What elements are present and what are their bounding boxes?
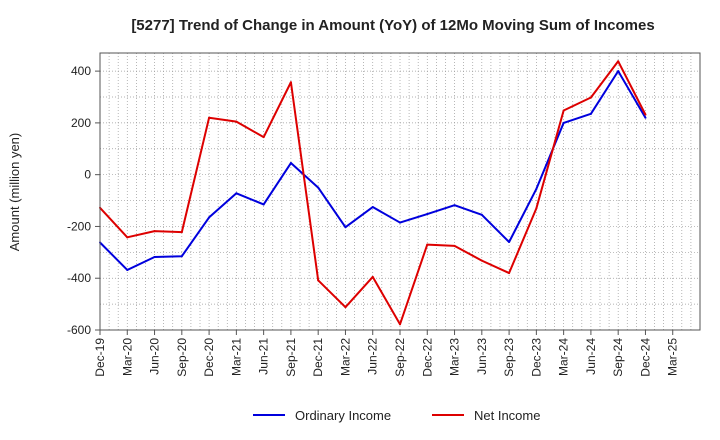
- data-point: [262, 136, 265, 139]
- y-tick-label: 400: [71, 64, 91, 78]
- x-tick-label: Jun-21: [257, 338, 271, 375]
- x-tick-label: Dec-24: [638, 338, 652, 377]
- data-point: [617, 60, 620, 63]
- data-point: [208, 216, 211, 219]
- data-point: [371, 275, 374, 278]
- data-point: [235, 120, 238, 123]
- y-axis: 400 200 0 -200 -400 -600: [67, 64, 100, 337]
- x-tick-label: Dec-23: [529, 338, 543, 377]
- data-point: [180, 255, 183, 258]
- x-tick-label: Mar-24: [557, 338, 571, 376]
- y-tick-label: 0: [84, 168, 91, 182]
- legend: Ordinary Income Net Income: [253, 408, 540, 423]
- data-point: [262, 203, 265, 206]
- y-tick-label: 200: [71, 116, 91, 130]
- x-tick-label: Jun-24: [584, 338, 598, 375]
- x-tick-label: Mar-21: [229, 338, 243, 376]
- data-point: [617, 70, 620, 73]
- data-point: [453, 244, 456, 247]
- x-tick-label: Jun-22: [366, 338, 380, 375]
- data-point: [180, 231, 183, 234]
- data-point: [317, 186, 320, 189]
- data-point: [644, 113, 647, 116]
- x-tick-label: Sep-23: [502, 338, 516, 377]
- data-point: [208, 116, 211, 119]
- y-tick-label: -600: [67, 323, 91, 337]
- data-point: [426, 243, 429, 246]
- data-point: [453, 204, 456, 207]
- data-point: [426, 213, 429, 216]
- data-point: [153, 230, 156, 233]
- data-point: [289, 162, 292, 165]
- grid: [100, 53, 700, 330]
- x-tick-label: Sep-21: [284, 338, 298, 377]
- x-tick-label: Sep-20: [175, 338, 189, 377]
- x-tick-label: Sep-24: [611, 338, 625, 377]
- x-tick-label: Dec-21: [311, 338, 325, 377]
- chart-title: [5277] Trend of Change in Amount (YoY) o…: [131, 17, 654, 34]
- data-point: [508, 240, 511, 243]
- y-axis-label: Amount (million yen): [7, 133, 22, 252]
- data-point: [344, 226, 347, 229]
- data-point: [153, 255, 156, 258]
- x-tick-label: Dec-19: [93, 338, 107, 377]
- data-point: [126, 268, 129, 271]
- data-point: [562, 121, 565, 124]
- data-point: [535, 187, 538, 190]
- legend-label-net-income: Net Income: [474, 408, 540, 423]
- data-point: [399, 323, 401, 326]
- data-point: [317, 279, 320, 282]
- x-tick-label: Dec-22: [420, 338, 434, 377]
- y-tick-label: -400: [67, 271, 91, 285]
- x-tick-label: Sep-22: [393, 338, 407, 377]
- data-point: [589, 112, 592, 115]
- x-tick-label: Mar-25: [666, 338, 680, 376]
- x-axis: Dec-19 Mar-20 Jun-20 Sep-20 Dec-20 Mar-21 Jun-…: [93, 330, 680, 377]
- data-point: [589, 96, 592, 99]
- data-point: [508, 272, 511, 275]
- data-point: [480, 213, 483, 216]
- y-tick-label: -200: [67, 219, 91, 233]
- data-point: [371, 206, 374, 209]
- x-tick-label: Mar-22: [338, 338, 352, 376]
- data-point: [480, 259, 483, 262]
- data-point: [126, 236, 129, 239]
- x-tick-label: Dec-20: [202, 338, 216, 377]
- x-tick-label: Jun-20: [148, 338, 162, 375]
- legend-label-ordinary-income: Ordinary Income: [295, 408, 391, 423]
- x-tick-label: Jun-23: [475, 338, 489, 375]
- data-point: [562, 109, 565, 112]
- series-layer: [99, 60, 647, 326]
- x-tick-label: Mar-23: [448, 338, 462, 376]
- x-tick-label: Mar-20: [120, 338, 134, 376]
- data-point: [644, 116, 647, 119]
- data-point: [235, 192, 238, 195]
- data-point: [399, 221, 401, 224]
- data-point: [289, 81, 292, 84]
- data-point: [535, 207, 538, 210]
- data-point: [344, 306, 347, 309]
